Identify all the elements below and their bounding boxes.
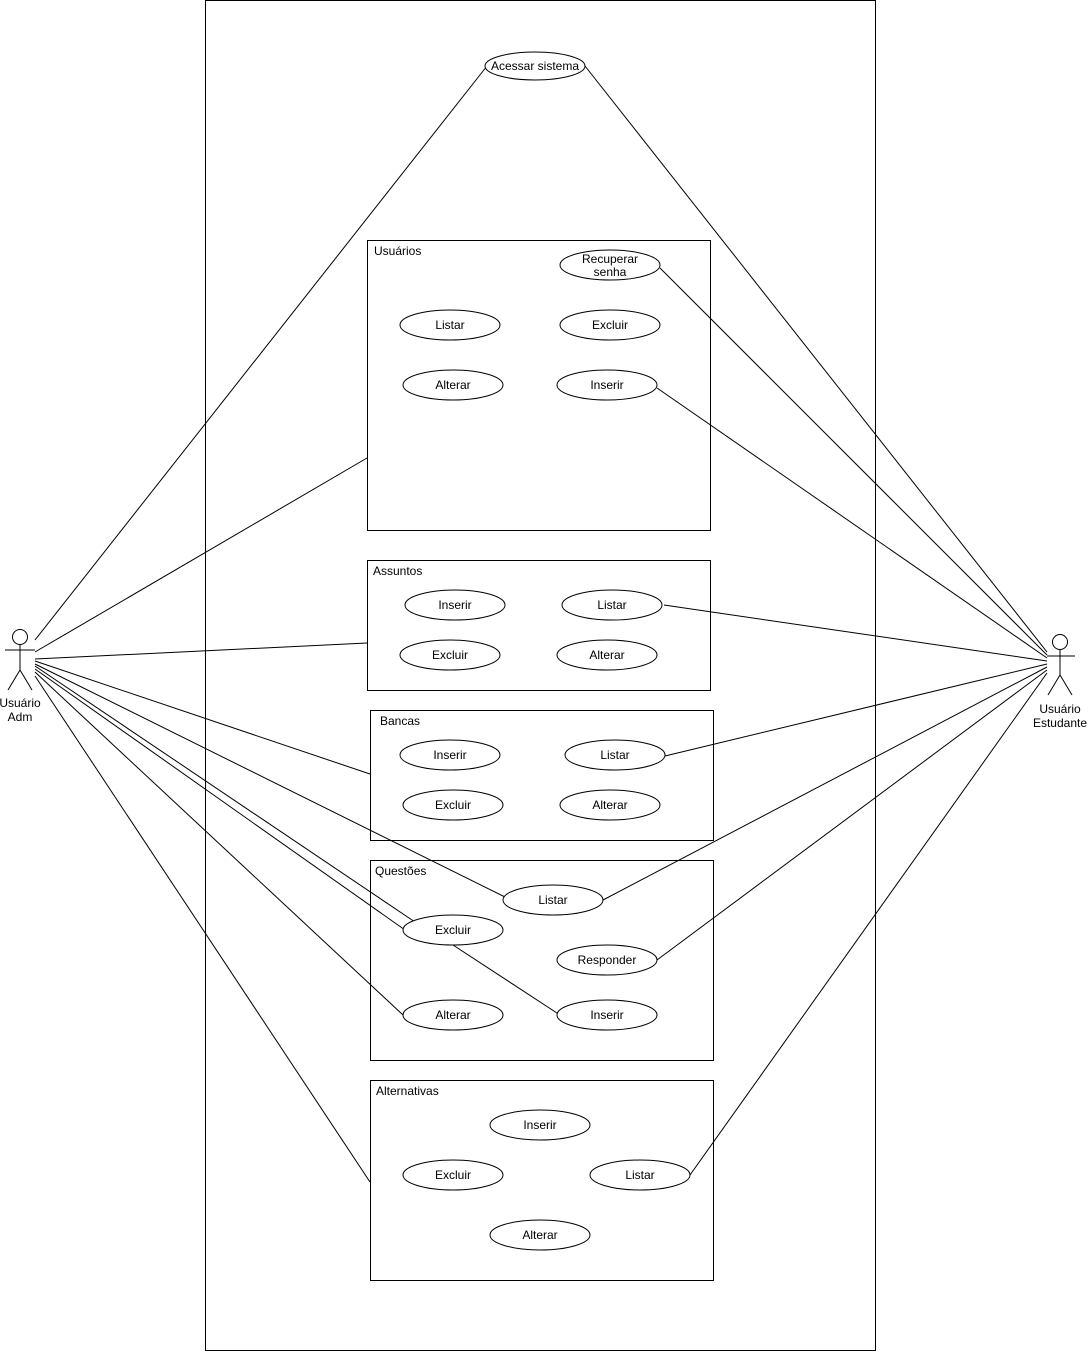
use-case-label: Responder	[578, 953, 637, 967]
use-case-label: Recuperar	[582, 252, 638, 266]
package-questoes	[370, 860, 714, 1061]
use-case-questoes-inserir[interactable]: Inserir	[556, 999, 658, 1031]
assoc-admin-questoes-listar	[34, 663, 506, 898]
actor-usuario-adm[interactable]: Usuário Adm	[0, 629, 41, 725]
use-case-questoes-listar[interactable]: Listar	[502, 884, 604, 916]
use-case-questoes-excluir[interactable]: Excluir	[402, 914, 504, 946]
use-case-label: Listar	[435, 318, 464, 332]
use-case-label: Excluir	[435, 1168, 471, 1182]
use-case-questoes-alterar[interactable]: Alterar	[402, 999, 504, 1031]
assoc-admin-questoes-alterar	[34, 671, 404, 1016]
actor-usuario-estudante[interactable]: Usuário Estudante	[1033, 634, 1087, 731]
package-bancas	[370, 710, 714, 841]
use-case-label: Inserir	[590, 378, 623, 392]
use-case-label: Listar	[538, 893, 567, 907]
assoc-student-questoes-listar	[602, 666, 1048, 901]
package-title-bancas: Bancas	[380, 714, 420, 728]
assoc-student-acessar	[584, 65, 1048, 653]
admin-associations	[34, 65, 561, 1183]
assoc-admin-questoes-excluir-b	[34, 668, 406, 931]
assoc-student-responder	[656, 669, 1048, 961]
use-case-label: Excluir	[592, 318, 628, 332]
use-case-label: Excluir	[435, 923, 471, 937]
use-case-alternativas-inserir[interactable]: Inserir	[489, 1109, 591, 1141]
use-case-label: Excluir	[432, 648, 468, 662]
actor-label: Estudante	[1033, 716, 1087, 730]
use-case-label: Acessar sistema	[491, 59, 579, 73]
use-case-label: Inserir	[590, 1008, 623, 1022]
assoc-student-recuperar-senha	[659, 267, 1048, 656]
use-case-label: Alterar	[435, 1008, 470, 1022]
stick-figure-icon	[1047, 634, 1075, 696]
assoc-student-assuntos-listar	[663, 604, 1048, 662]
use-case-bancas-listar[interactable]: Listar	[564, 739, 666, 771]
use-case-label: Listar	[597, 598, 626, 612]
use-case-usuarios-recuperar-senha[interactable]: Recuperar senha	[559, 249, 661, 281]
use-case-alternativas-alterar[interactable]: Alterar	[489, 1219, 591, 1251]
use-case-bancas-inserir[interactable]: Inserir	[399, 739, 501, 771]
use-case-alternativas-listar[interactable]: Listar	[589, 1159, 691, 1191]
use-case-label: Alterar	[592, 798, 627, 812]
assoc-excluir-inserir	[452, 944, 561, 1016]
use-case-assuntos-inserir[interactable]: Inserir	[404, 589, 506, 621]
use-case-assuntos-excluir[interactable]: Excluir	[399, 639, 501, 671]
use-case-label: Alterar	[435, 378, 470, 392]
use-case-usuarios-alterar[interactable]: Alterar	[402, 369, 504, 401]
assoc-student-usuarios-inserir	[656, 387, 1048, 659]
actor-label: Usuário	[0, 696, 41, 710]
use-case-label: Inserir	[438, 598, 471, 612]
use-case-bancas-alterar[interactable]: Alterar	[559, 789, 661, 821]
use-case-usuarios-listar[interactable]: Listar	[399, 309, 501, 341]
assoc-admin-bancas	[34, 660, 371, 775]
use-case-usuarios-excluir[interactable]: Excluir	[559, 309, 661, 341]
use-case-alternativas-excluir[interactable]: Excluir	[402, 1159, 504, 1191]
assoc-student-bancas-listar	[664, 663, 1048, 757]
package-title-assuntos: Assuntos	[373, 564, 422, 578]
actor-label: Usuário	[1039, 702, 1081, 716]
use-case-assuntos-alterar[interactable]: Alterar	[556, 639, 658, 671]
package-title-alternativas: Alternativas	[376, 1084, 439, 1098]
package-title-usuarios: Usuários	[374, 244, 421, 258]
package-title-questoes: Questões	[375, 864, 426, 878]
use-case-acessar-sistema[interactable]: Acessar sistema	[484, 51, 586, 81]
use-case-label: Alterar	[522, 1228, 557, 1242]
student-associations	[584, 65, 1048, 1176]
use-case-assuntos-listar[interactable]: Listar	[561, 589, 663, 621]
package-alternativas	[370, 1080, 714, 1281]
system-boundary	[205, 0, 876, 1351]
use-case-bancas-excluir[interactable]: Excluir	[402, 789, 504, 821]
use-case-label: Inserir	[523, 1118, 556, 1132]
assoc-student-alternativas-listar	[689, 672, 1048, 1176]
use-case-label: senha	[594, 265, 627, 279]
use-case-label: Alterar	[589, 648, 624, 662]
assoc-admin-acessar	[34, 65, 488, 641]
package-assuntos	[367, 560, 711, 691]
use-case-label: Inserir	[433, 748, 466, 762]
package-usuarios	[367, 240, 711, 531]
use-case-usuarios-inserir[interactable]: Inserir	[556, 369, 658, 401]
actor-label: Adm	[8, 710, 33, 724]
assoc-admin-assuntos	[34, 642, 368, 660]
assoc-admin-questoes-excluir-a	[34, 665, 416, 923]
assoc-admin-usuarios	[34, 457, 368, 653]
use-case-label: Listar	[625, 1168, 654, 1182]
stick-figure-icon	[5, 629, 35, 691]
assoc-admin-alternativas	[34, 675, 371, 1183]
use-case-questoes-responder[interactable]: Responder	[556, 944, 658, 976]
use-case-label: Excluir	[435, 798, 471, 812]
use-case-label: Listar	[600, 748, 629, 762]
